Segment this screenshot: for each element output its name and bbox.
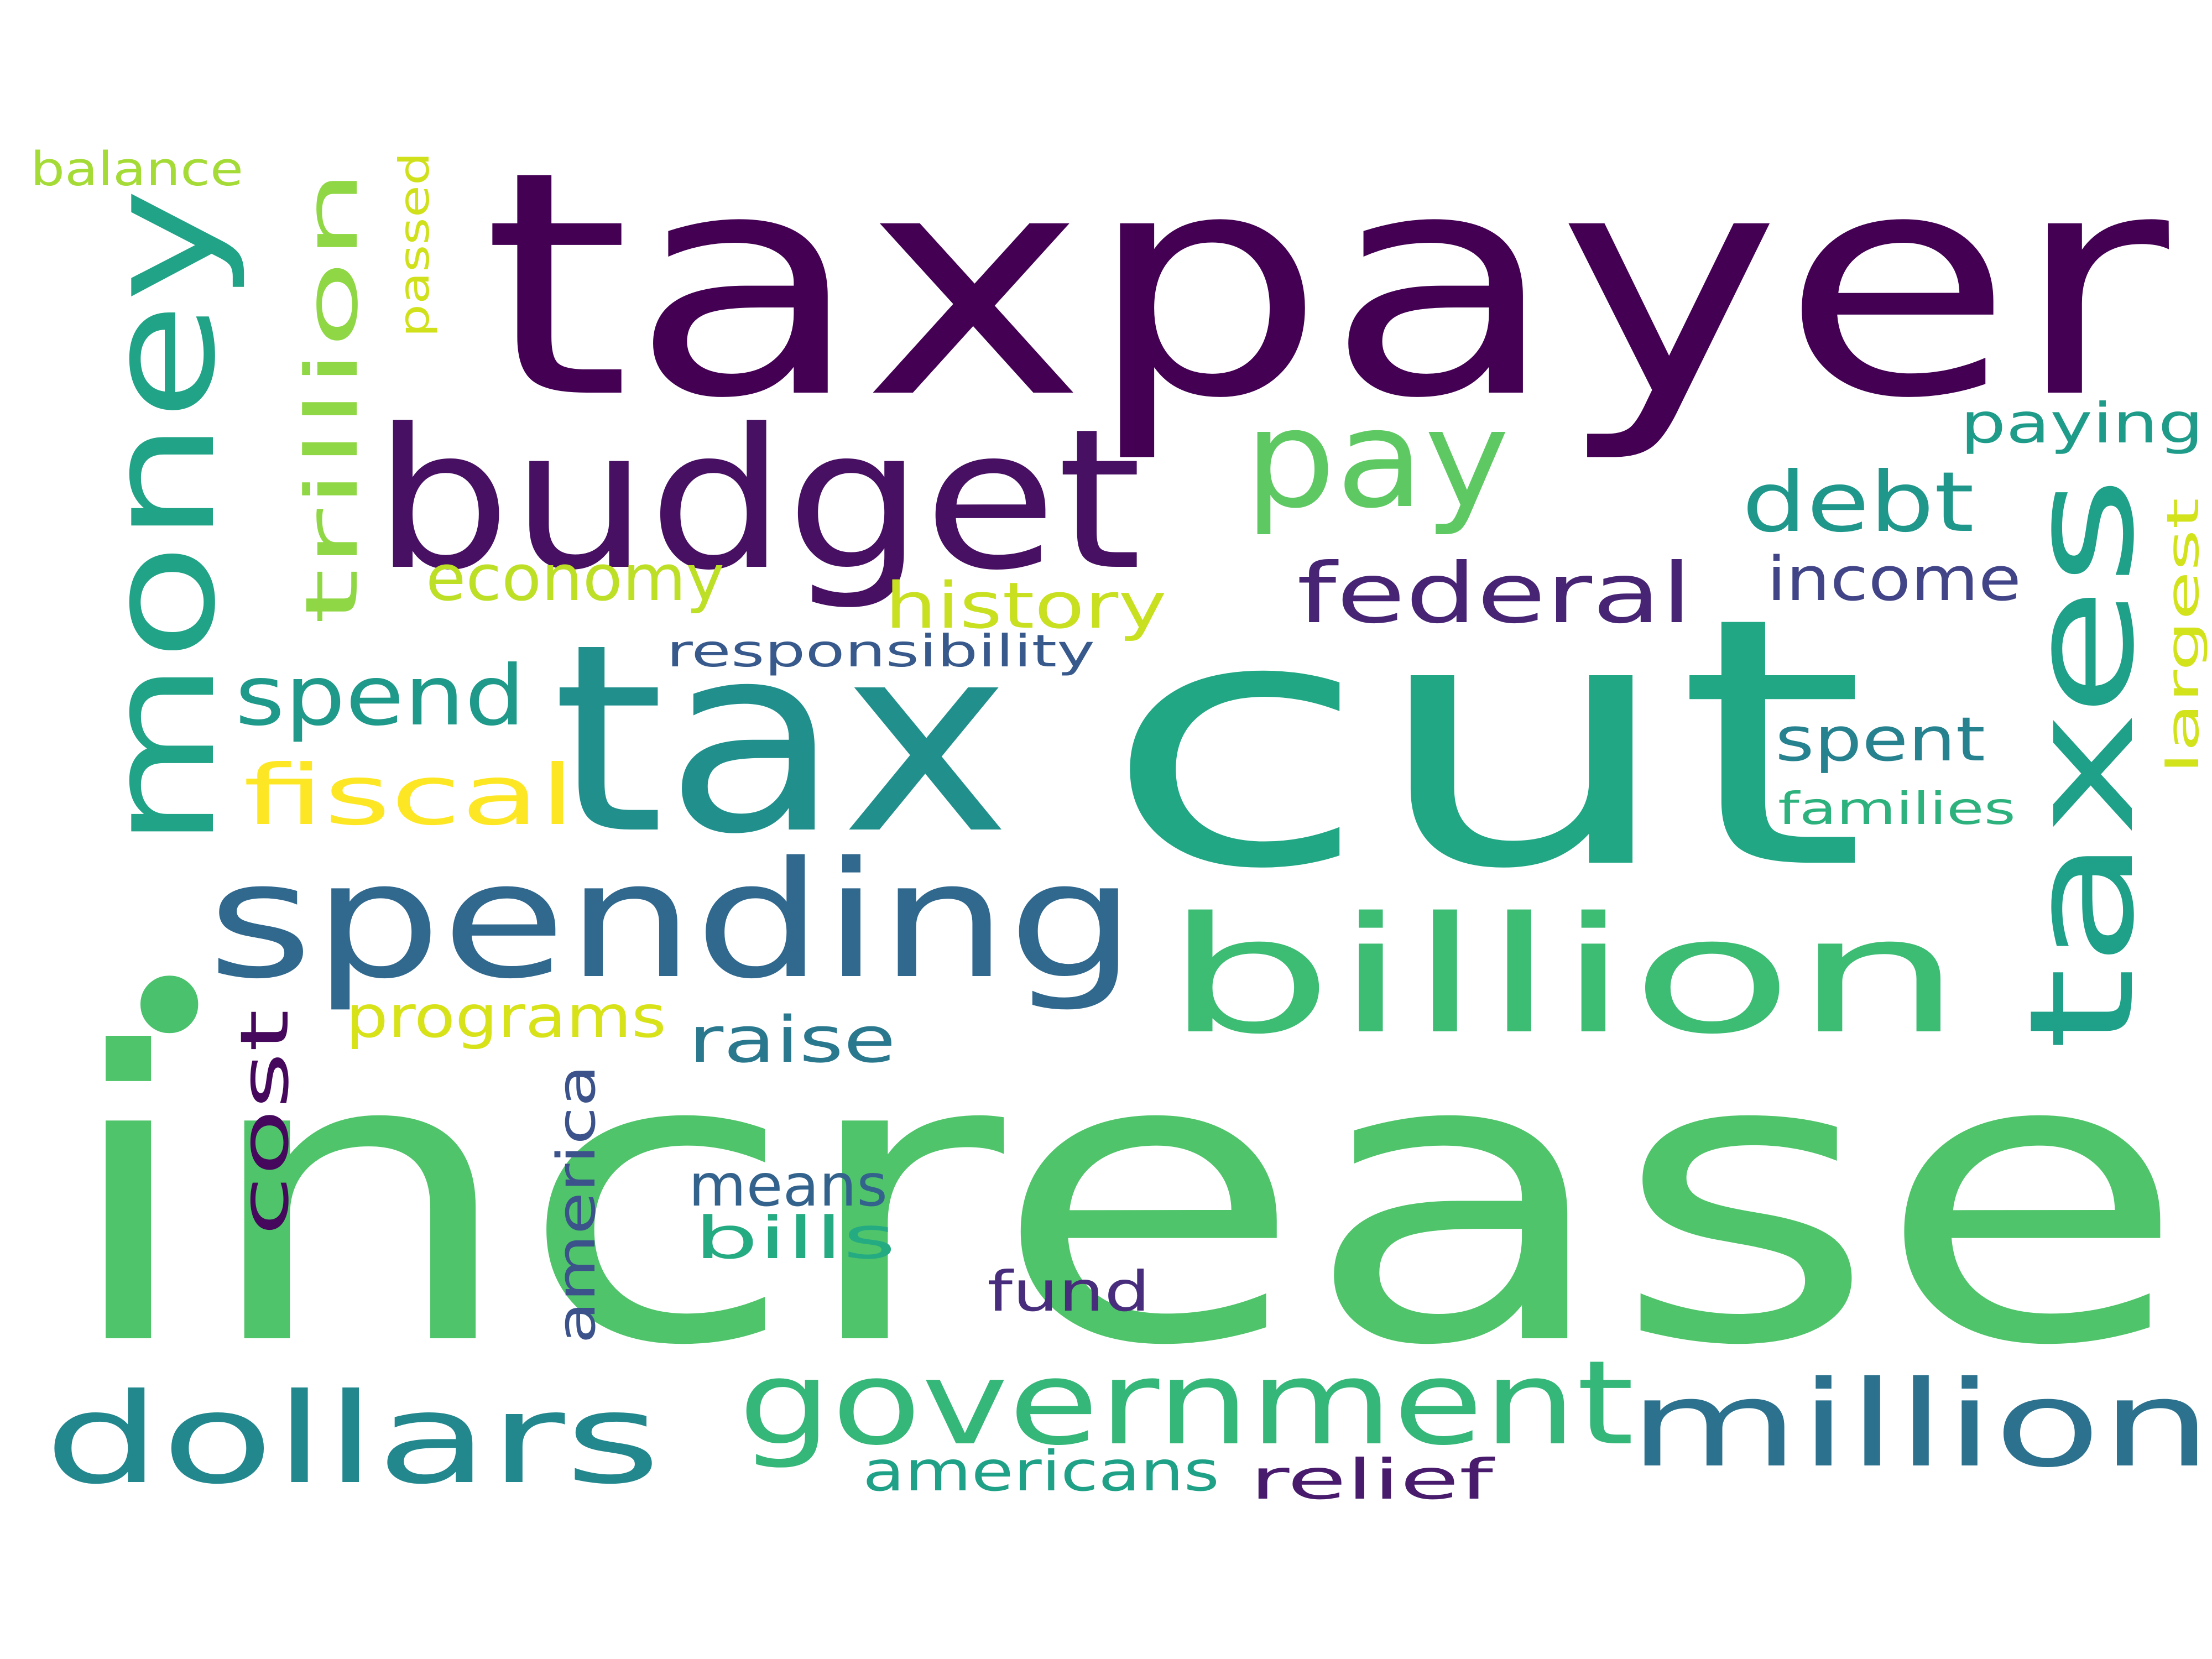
word-fiscal: fiscal (243, 748, 575, 844)
word-million: million (1629, 1355, 2212, 1494)
word-cost: cost (227, 1009, 304, 1236)
word-means: means (688, 1152, 888, 1219)
word-bullet-dot: • (111, 894, 228, 1125)
word-bills: bills (694, 1204, 896, 1272)
word-pay: pay (1244, 380, 1510, 538)
word-america: america (546, 1065, 607, 1344)
word-debt: debt (1742, 455, 1974, 551)
word-families: families (1778, 783, 2016, 834)
word-money: money (74, 188, 248, 849)
word-raise: raise (688, 1003, 896, 1077)
word-relief: relief (1250, 1447, 1496, 1512)
word-dollars: dollars (44, 1367, 661, 1512)
word-largest: largest (2157, 498, 2209, 774)
word-economy: economy (426, 541, 724, 615)
word-taxpayer: taxpayer (482, 106, 2173, 466)
word-spend: spend (235, 648, 525, 744)
word-federal: federal (1297, 546, 1692, 642)
word-fund: fund (987, 1259, 1150, 1324)
word-responsibility: responsibility (666, 625, 1095, 677)
word-billion: billion (1164, 883, 1963, 1070)
word-income: income (1767, 544, 2021, 614)
word-taxes: taxes (1999, 476, 2166, 1051)
word-tax: tax (552, 588, 1011, 891)
word-budget: budget (373, 387, 1142, 613)
word-increase: increase (58, 969, 2187, 1432)
word-passed: passed (390, 152, 439, 337)
word-americans: americans (863, 1439, 1219, 1504)
word-paying: paying (1960, 391, 2204, 456)
word-spending: spending (207, 828, 1136, 1014)
word-cut: cut (1103, 545, 1866, 944)
word-government: government (738, 1335, 1634, 1471)
word-balance: balance (30, 142, 243, 197)
word-programs: programs (346, 983, 666, 1051)
word-spent: spent (1775, 704, 1985, 775)
word-history: history (885, 569, 1167, 643)
word-trillion: trillion (290, 169, 374, 625)
